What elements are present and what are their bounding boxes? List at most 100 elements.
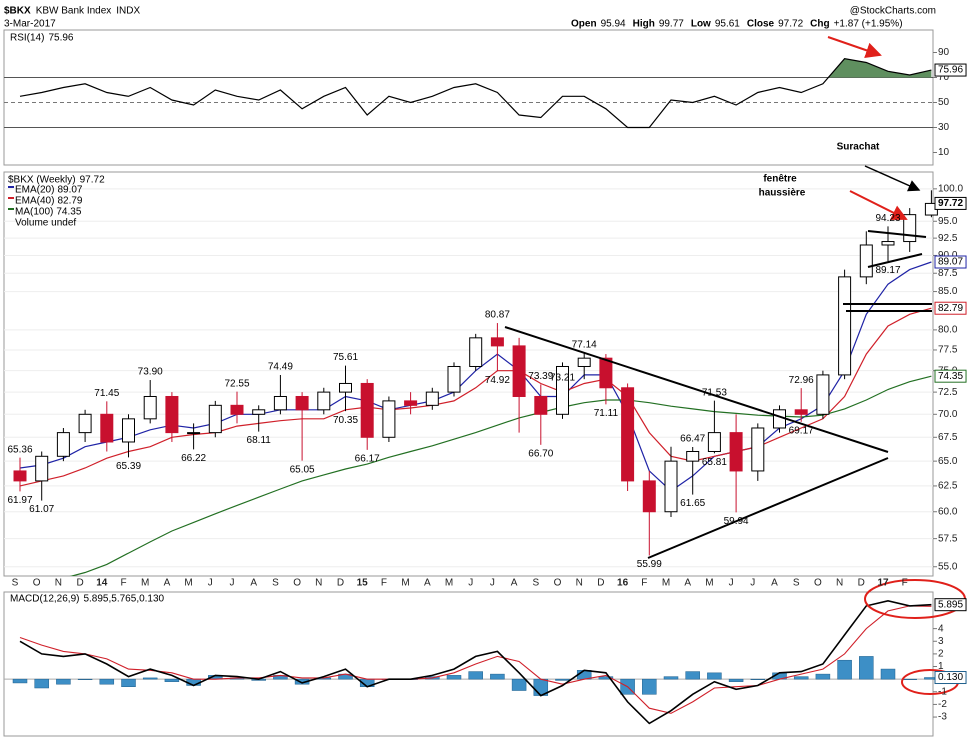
price-annotation: 68.11 (247, 435, 272, 446)
y-tick-label: 4 (938, 623, 944, 634)
x-tick-label: M (445, 578, 453, 589)
note: Surachat (837, 142, 880, 153)
candle-body (317, 391, 331, 411)
price-annotation: 61.97 (7, 495, 32, 506)
legend-value: 75.96 (48, 33, 73, 44)
candle-body (425, 391, 439, 406)
histogram-bar (859, 656, 874, 680)
price-annotation: 55.99 (637, 559, 662, 570)
histogram-bar (12, 678, 28, 684)
candle-body (577, 357, 591, 367)
price-annotation: 77.14 (572, 340, 597, 351)
x-tick-label: J (729, 578, 734, 589)
quote-label: Low (691, 19, 711, 30)
price-annotation: 89.17 (875, 265, 900, 276)
price-annotation: 72.55 (224, 378, 249, 389)
histogram-bar (468, 671, 483, 680)
exchange: INDX (116, 6, 140, 17)
price-annotation: 72.96 (789, 375, 814, 386)
candle-body (729, 432, 743, 472)
legend-swatch (8, 197, 14, 199)
price-annotation: 74.49 (268, 362, 293, 373)
trend-line (504, 326, 889, 453)
price-annotation: 94.23 (875, 213, 900, 224)
x-tick-label: A (250, 578, 257, 589)
candle-body (512, 345, 526, 397)
y-tick-label: 87.5 (938, 268, 958, 279)
y-tick-label: 80.0 (938, 325, 958, 336)
candle-body (881, 241, 895, 246)
price-annotation: 73.90 (138, 367, 163, 378)
y-tick-label: 2 (938, 649, 944, 660)
legend-separator: , (109, 594, 112, 605)
y-tick-label: 50 (938, 97, 950, 108)
plot-layer (4, 52, 939, 725)
x-tick-label: O (293, 578, 301, 589)
y-tick-label: 60.0 (938, 506, 958, 517)
y-tick-label: 57.5 (938, 533, 958, 544)
quote-value: 99.77 (659, 19, 684, 30)
price-annotation: 75.61 (333, 352, 358, 363)
x-tick-label: O (814, 578, 822, 589)
price-annotation: 71.11 (594, 408, 619, 419)
candle-body (56, 432, 70, 457)
legend-label: $BKX (Weekly) (8, 175, 76, 186)
last-value-box (934, 301, 967, 315)
index-name: KBW Bank Index (36, 6, 112, 17)
candle-body (35, 455, 49, 482)
histogram-bar (555, 678, 570, 681)
y-tick-label: 100.0 (938, 183, 963, 194)
price-annotation: 59.94 (724, 516, 749, 527)
macd-line (19, 599, 932, 725)
price-annotation: 70.35 (333, 415, 358, 426)
histogram-bar (685, 671, 700, 680)
x-tick-label: F (120, 578, 126, 589)
price-annotation: 65.36 (7, 444, 32, 455)
last-value-label: 0.130 (938, 672, 963, 683)
legend-separator: , (136, 594, 139, 605)
x-tick-label: N (576, 578, 583, 589)
x-tick-label: F (641, 578, 647, 589)
y-tick-label: 65.0 (938, 456, 958, 467)
x-tick-label: D (858, 578, 865, 589)
quote-label: Chg (810, 19, 829, 30)
legend-swatch (8, 208, 14, 210)
legend-label: MACD(12,26,9) (10, 594, 79, 605)
candle-body (187, 432, 201, 435)
candle-body (621, 387, 635, 482)
y-tick-label: -2 (938, 699, 947, 710)
signal-line (19, 605, 932, 714)
x-tick-label: J (230, 578, 235, 589)
price-annotation: 80.87 (485, 310, 510, 321)
x-tick-label: D (76, 578, 83, 589)
y-tick-label: 1 (938, 661, 944, 672)
candle-body (794, 409, 808, 415)
y-tick-label: 92.5 (938, 233, 958, 244)
x-tick-label: J (750, 578, 755, 589)
candle-body (686, 450, 700, 462)
candle-body (490, 337, 504, 347)
histogram-bar (793, 676, 809, 680)
quote-label: Close (747, 19, 775, 30)
arrow (827, 36, 882, 58)
price-annotation: 61.07 (29, 504, 54, 515)
price-annotation: 73.21 (550, 373, 575, 384)
y-tick-label: 90 (938, 47, 950, 58)
x-tick-label: D (337, 578, 344, 589)
x-tick-label: N (315, 578, 322, 589)
last-value-label: 74.35 (938, 371, 963, 382)
histogram-bar (707, 672, 722, 680)
y-tick-label: 72.5 (938, 387, 958, 398)
flag-line (867, 253, 923, 268)
x-tick-label: J (490, 578, 495, 589)
x-tick-label: 16 (617, 578, 629, 589)
candle-body (339, 382, 352, 393)
trend-line (647, 457, 889, 559)
arrow (864, 165, 921, 192)
last-value-label: 5.895 (938, 599, 963, 610)
legend-value: 5.895 (83, 594, 108, 605)
candle-body (208, 404, 222, 434)
x-tick-label: M (141, 578, 149, 589)
candle-body (838, 276, 852, 376)
